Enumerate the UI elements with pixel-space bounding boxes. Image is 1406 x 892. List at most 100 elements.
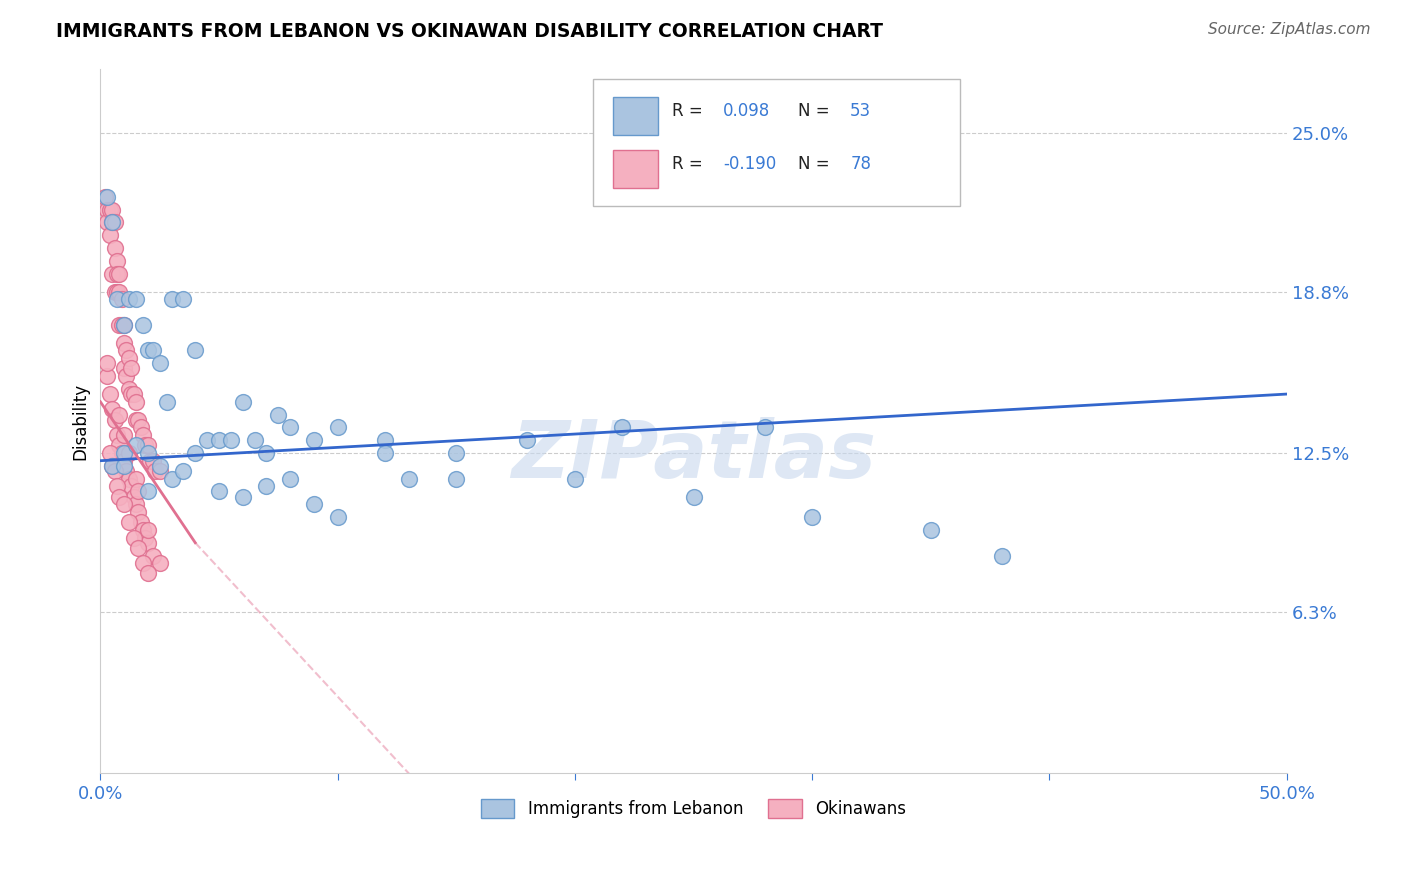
Point [111, 318, 134, 332]
Point [134, 438, 156, 452]
Text: 53: 53 [851, 102, 872, 120]
Point [172, 464, 194, 478]
Point [801, 510, 824, 524]
Point [141, 453, 163, 467]
Bar [613, 150, 658, 188]
Point [105, 292, 128, 306]
Point [108, 285, 131, 299]
Point [516, 433, 538, 447]
Point [108, 408, 131, 422]
Point [134, 531, 156, 545]
Point [136, 535, 159, 549]
Point [96, 215, 118, 229]
Point [143, 464, 166, 478]
Point [326, 420, 349, 434]
Point [105, 479, 128, 493]
Point [115, 369, 138, 384]
Point [612, 420, 634, 434]
Text: R =: R = [672, 102, 709, 120]
Point [112, 318, 135, 332]
Point [754, 420, 776, 434]
Point [219, 433, 242, 447]
Point [141, 343, 163, 358]
Point [96, 202, 118, 217]
Point [120, 479, 142, 493]
FancyBboxPatch shape [593, 79, 960, 206]
Point [136, 484, 159, 499]
Point [108, 318, 131, 332]
Point [101, 267, 124, 281]
Point [208, 484, 231, 499]
Point [96, 189, 118, 203]
Point [141, 549, 163, 563]
Text: -0.190: -0.190 [723, 154, 776, 173]
Point [132, 318, 155, 332]
Point [243, 433, 266, 447]
Point [94, 189, 117, 203]
Text: 0.098: 0.098 [723, 102, 770, 120]
Point [101, 458, 124, 473]
Point [101, 215, 124, 229]
Point [267, 408, 290, 422]
Point [118, 446, 141, 460]
Point [96, 369, 118, 384]
Point [118, 351, 141, 366]
Point [112, 318, 135, 332]
Point [118, 382, 141, 396]
Point [256, 479, 278, 493]
Point [125, 472, 148, 486]
Point [127, 413, 149, 427]
Point [232, 490, 254, 504]
Point [105, 428, 128, 442]
Point [374, 433, 396, 447]
Point [132, 556, 155, 570]
Point [101, 458, 124, 473]
Point [149, 458, 172, 473]
Point [118, 515, 141, 529]
Point [127, 484, 149, 499]
Point [120, 387, 142, 401]
Point [125, 394, 148, 409]
Point [127, 505, 149, 519]
Point [108, 267, 131, 281]
Point [105, 253, 128, 268]
Point [302, 433, 325, 447]
Point [115, 464, 138, 478]
Point [149, 556, 172, 570]
Point [149, 356, 172, 370]
Point [991, 549, 1014, 563]
Point [98, 202, 121, 217]
Point [101, 215, 124, 229]
Point [136, 343, 159, 358]
Point [98, 387, 121, 401]
Point [132, 523, 155, 537]
Point [278, 420, 301, 434]
Point [103, 215, 125, 229]
Point [111, 446, 134, 460]
Point [446, 446, 468, 460]
Point [112, 361, 135, 376]
Point [105, 285, 128, 299]
Point [172, 292, 194, 306]
Point [112, 446, 135, 460]
Point [96, 356, 118, 370]
Point [920, 523, 942, 537]
Text: Source: ZipAtlas.com: Source: ZipAtlas.com [1208, 22, 1371, 37]
Point [125, 497, 148, 511]
Point [125, 292, 148, 306]
Point [208, 433, 231, 447]
Point [112, 335, 135, 350]
Point [136, 566, 159, 581]
Point [115, 343, 138, 358]
Point [149, 464, 172, 478]
Point [112, 428, 135, 442]
Point [103, 241, 125, 255]
Point [112, 458, 135, 473]
Legend: Immigrants from Lebanon, Okinawans: Immigrants from Lebanon, Okinawans [474, 792, 912, 825]
Point [156, 394, 179, 409]
Point [232, 394, 254, 409]
Point [122, 490, 145, 504]
Point [103, 464, 125, 478]
Point [160, 292, 183, 306]
Point [98, 228, 121, 243]
